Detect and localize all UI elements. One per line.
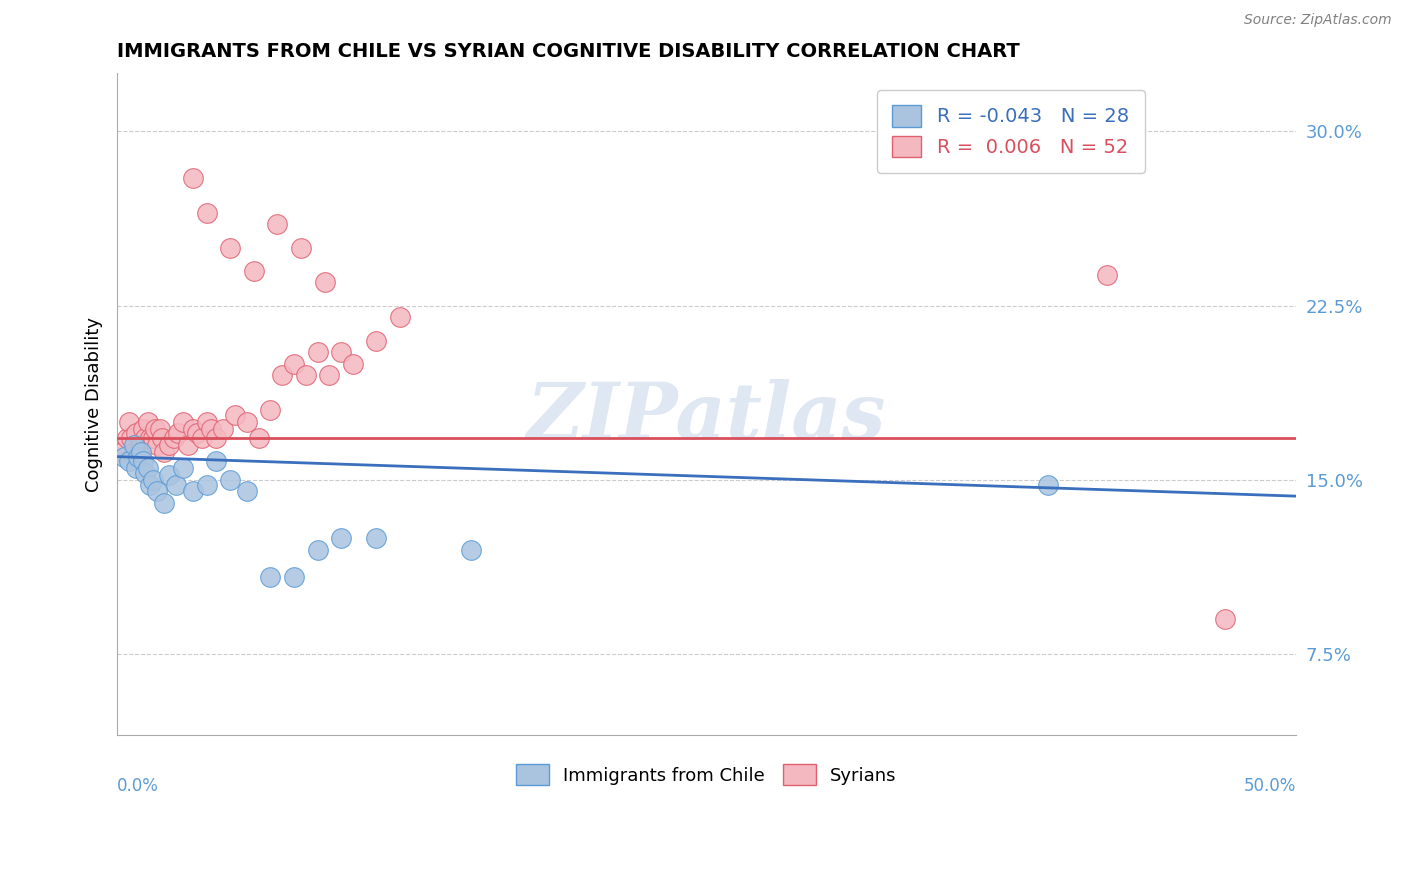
Point xyxy=(172,415,194,429)
Point xyxy=(150,431,173,445)
Text: Source: ZipAtlas.com: Source: ZipAtlas.com xyxy=(1244,13,1392,28)
Point xyxy=(172,461,194,475)
Point xyxy=(139,477,162,491)
Point xyxy=(318,368,340,383)
Point xyxy=(141,473,163,487)
Legend: R = -0.043   N = 28, R =  0.006   N = 52: R = -0.043 N = 28, R = 0.006 N = 52 xyxy=(877,90,1144,173)
Point xyxy=(129,445,152,459)
Point xyxy=(146,438,169,452)
Point xyxy=(143,422,166,436)
Text: 0.0%: 0.0% xyxy=(117,777,159,795)
Point xyxy=(1095,268,1118,283)
Point xyxy=(111,445,134,459)
Point xyxy=(366,531,388,545)
Point xyxy=(294,368,316,383)
Point xyxy=(120,431,142,445)
Point xyxy=(290,241,312,255)
Point xyxy=(389,310,412,325)
Point xyxy=(243,264,266,278)
Point xyxy=(181,484,204,499)
Point xyxy=(191,431,214,445)
Point xyxy=(1038,477,1060,491)
Point xyxy=(307,542,329,557)
Point xyxy=(181,170,204,185)
Point xyxy=(118,454,141,468)
Point xyxy=(219,473,242,487)
Point xyxy=(186,426,208,441)
Point xyxy=(236,484,259,499)
Point xyxy=(330,345,353,359)
Point xyxy=(224,408,246,422)
Point xyxy=(153,445,176,459)
Point xyxy=(125,461,148,475)
Point xyxy=(366,334,388,348)
Text: IMMIGRANTS FROM CHILE VS SYRIAN COGNITIVE DISABILITY CORRELATION CHART: IMMIGRANTS FROM CHILE VS SYRIAN COGNITIV… xyxy=(117,42,1019,61)
Point xyxy=(149,422,172,436)
Point xyxy=(122,438,145,452)
Point xyxy=(1213,612,1236,626)
Point xyxy=(200,422,222,436)
Point xyxy=(205,454,228,468)
Point xyxy=(195,415,218,429)
Point xyxy=(307,345,329,359)
Point xyxy=(266,218,288,232)
Text: ZIPatlas: ZIPatlas xyxy=(527,379,886,456)
Point xyxy=(195,477,218,491)
Point xyxy=(118,415,141,429)
Point xyxy=(460,542,482,557)
Point xyxy=(195,206,218,220)
Point xyxy=(342,357,364,371)
Point xyxy=(125,426,148,441)
Point xyxy=(330,531,353,545)
Point xyxy=(212,422,235,436)
Point xyxy=(236,415,259,429)
Point xyxy=(163,431,186,445)
Point xyxy=(219,241,242,255)
Point xyxy=(127,445,149,459)
Y-axis label: Cognitive Disability: Cognitive Disability xyxy=(86,317,103,491)
Point xyxy=(139,431,162,445)
Point xyxy=(129,438,152,452)
Point xyxy=(259,403,281,417)
Point xyxy=(136,461,159,475)
Point xyxy=(127,450,149,464)
Point xyxy=(146,484,169,499)
Point xyxy=(122,445,145,459)
Point xyxy=(136,415,159,429)
Point xyxy=(314,276,336,290)
Point xyxy=(247,431,270,445)
Point xyxy=(167,426,190,441)
Point xyxy=(177,438,200,452)
Point xyxy=(259,570,281,584)
Point xyxy=(181,422,204,436)
Point xyxy=(115,431,138,445)
Point xyxy=(112,450,135,464)
Point xyxy=(271,368,294,383)
Point xyxy=(132,422,155,436)
Point xyxy=(157,468,180,483)
Text: 50.0%: 50.0% xyxy=(1243,777,1296,795)
Point xyxy=(165,477,187,491)
Point xyxy=(157,438,180,452)
Point xyxy=(283,570,305,584)
Point xyxy=(134,431,156,445)
Point xyxy=(132,454,155,468)
Point xyxy=(134,466,156,480)
Point xyxy=(141,431,163,445)
Point xyxy=(205,431,228,445)
Point xyxy=(283,357,305,371)
Point xyxy=(153,496,176,510)
